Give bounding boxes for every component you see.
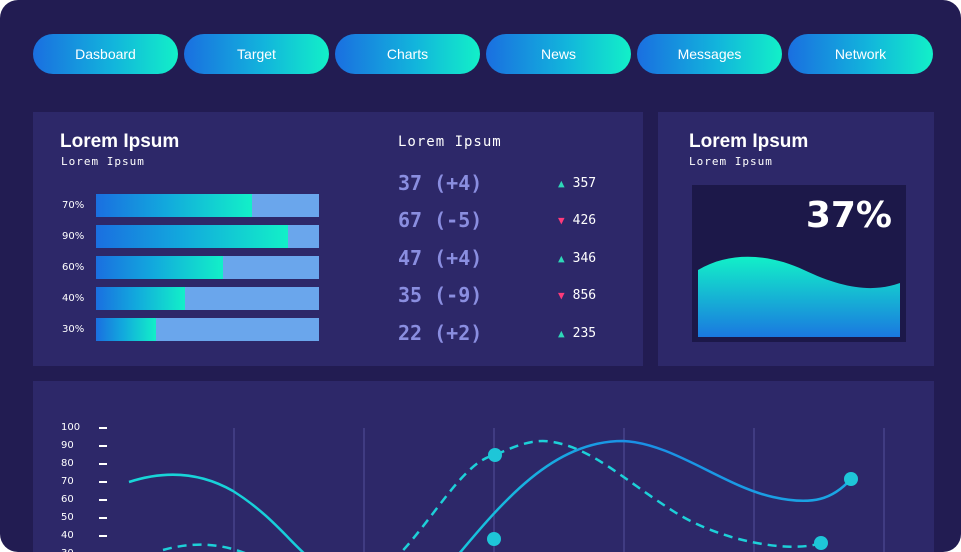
stat-indicator: ▼ 426	[558, 213, 618, 228]
y-axis-tick: 40	[61, 530, 107, 542]
y-axis-tick: 80	[61, 458, 107, 470]
tick-dash	[99, 427, 107, 429]
progress-bar	[96, 256, 319, 279]
progress-bar	[96, 225, 319, 248]
percent-panel: Lorem Ipsum Lorem Ipsum 37%	[658, 112, 934, 366]
data-point-marker	[487, 532, 501, 546]
stat-value: 22 (+2)	[398, 321, 483, 345]
progress-bar-fill	[96, 318, 157, 341]
wave-fill	[698, 256, 900, 337]
y-axis-tick-label: 60	[61, 494, 74, 505]
progress-bar-fill	[96, 287, 186, 310]
data-point-marker	[844, 472, 858, 486]
tick-dash	[99, 517, 107, 519]
arrow-up-icon: ▲	[558, 177, 565, 190]
nav-button-charts[interactable]: Charts	[335, 34, 480, 74]
solid-series-line	[128, 439, 852, 552]
y-axis-tick-label: 40	[61, 530, 74, 541]
progress-bar	[96, 194, 319, 217]
y-axis-tick-label: 90	[61, 440, 74, 451]
line-chart-panel: 100 90 80 70 60 50 40 30	[33, 381, 934, 552]
stat-value: 35 (-9)	[398, 283, 483, 307]
stat-count: 346	[572, 251, 597, 266]
progress-bar	[96, 318, 319, 341]
stats-panel: Lorem Ipsum Lorem Ipsum 70% 90% 60% 40% …	[33, 112, 643, 366]
y-axis-tick-label: 30	[61, 548, 74, 552]
nav-button-dashboard[interactable]: Dasboard	[33, 34, 178, 74]
arrow-down-icon: ▼	[558, 214, 565, 227]
bar-label: 60%	[62, 262, 85, 273]
percent-panel-subtitle: Lorem Ipsum	[689, 155, 773, 168]
data-point-marker	[814, 536, 828, 550]
y-axis-tick-label: 50	[61, 512, 74, 523]
bar-label: 40%	[62, 293, 85, 304]
stats-panel-subtitle: Lorem Ipsum	[61, 155, 145, 168]
y-axis-tick-label: 80	[61, 458, 74, 469]
stat-count: 357	[572, 176, 597, 191]
stats-panel-title: Lorem Ipsum	[60, 131, 180, 152]
y-axis-tick: 60	[61, 494, 107, 506]
nav-button-network[interactable]: Network	[788, 34, 933, 74]
progress-bar	[96, 287, 319, 310]
nav-button-target[interactable]: Target	[184, 34, 329, 74]
arrow-up-icon: ▲	[558, 252, 565, 265]
bar-label: 30%	[62, 324, 85, 335]
nav-button-messages[interactable]: Messages	[637, 34, 782, 74]
y-axis-tick-label: 100	[61, 422, 81, 433]
stat-count: 856	[572, 288, 597, 303]
tick-dash	[99, 535, 107, 537]
stat-indicator: ▲ 357	[558, 176, 618, 191]
bar-label: 90%	[62, 231, 85, 242]
arrow-down-icon: ▼	[558, 289, 565, 302]
stat-indicator: ▲ 346	[558, 251, 618, 266]
progress-bar-fill	[96, 225, 288, 248]
y-axis-tick: 30	[61, 548, 105, 552]
percent-chart: 37%	[692, 185, 906, 342]
tick-dash	[99, 499, 107, 501]
y-axis-tick: 90	[61, 440, 107, 452]
nav-button-news[interactable]: News	[486, 34, 631, 74]
stat-indicator: ▲ 235	[558, 326, 618, 341]
bar-label: 70%	[62, 200, 85, 211]
stats-list-title: Lorem Ipsum	[398, 134, 502, 150]
percent-panel-title: Lorem Ipsum	[689, 131, 809, 152]
percent-value: 37%	[805, 195, 892, 236]
stat-count: 235	[572, 326, 597, 341]
wave-area	[698, 256, 900, 337]
stat-value: 67 (-5)	[398, 208, 483, 232]
stat-value: 37 (+4)	[398, 171, 483, 195]
stat-indicator: ▼ 856	[558, 288, 618, 303]
progress-bar-fill	[96, 256, 224, 279]
y-axis-tick-label: 70	[61, 476, 74, 487]
arrow-up-icon: ▲	[558, 327, 565, 340]
progress-bar-fill	[96, 194, 253, 217]
tick-dash	[99, 445, 107, 447]
stat-count: 426	[572, 213, 597, 228]
data-point-marker	[488, 448, 502, 462]
stat-value: 47 (+4)	[398, 246, 483, 270]
tick-dash	[99, 481, 107, 483]
y-axis-tick: 100	[61, 422, 107, 434]
top-navigation: Dasboard Target Charts News Messages Net…	[33, 34, 934, 74]
y-axis-tick: 50	[61, 512, 107, 524]
line-chart	[128, 428, 885, 552]
tick-dash	[99, 463, 107, 465]
y-axis-tick: 70	[61, 476, 107, 488]
